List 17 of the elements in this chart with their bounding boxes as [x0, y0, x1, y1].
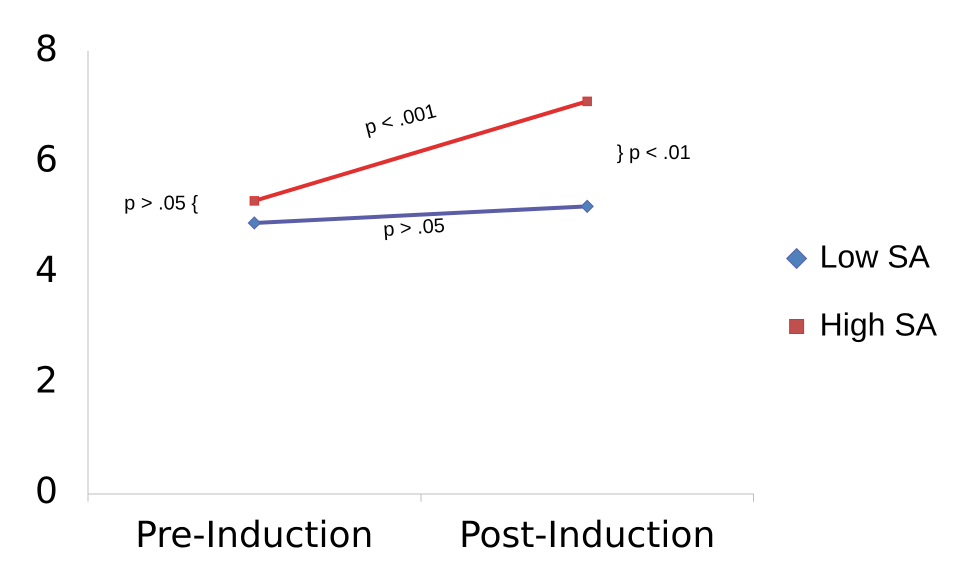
point: [582, 96, 592, 106]
x-tick-label: Post-Induction: [459, 514, 716, 556]
y-tick-label: 0: [35, 471, 58, 512]
y-tick-label: 6: [35, 140, 58, 181]
y-tick-label: 2: [35, 360, 58, 402]
y-tick-label: 8: [35, 28, 58, 70]
point: [250, 196, 260, 206]
point: [580, 200, 594, 213]
x-tick-label: Pre-Induction: [135, 514, 374, 556]
annotation: p > .05 {: [124, 192, 198, 215]
legend-label: Low SA: [820, 238, 931, 274]
annotation: } p < .01: [616, 142, 691, 164]
y-tick-label: 4: [35, 250, 58, 292]
annotation: p < .001: [362, 100, 439, 140]
point: [248, 216, 261, 230]
legend-label: High SA: [820, 306, 938, 342]
annotation: p > .05: [382, 214, 446, 242]
